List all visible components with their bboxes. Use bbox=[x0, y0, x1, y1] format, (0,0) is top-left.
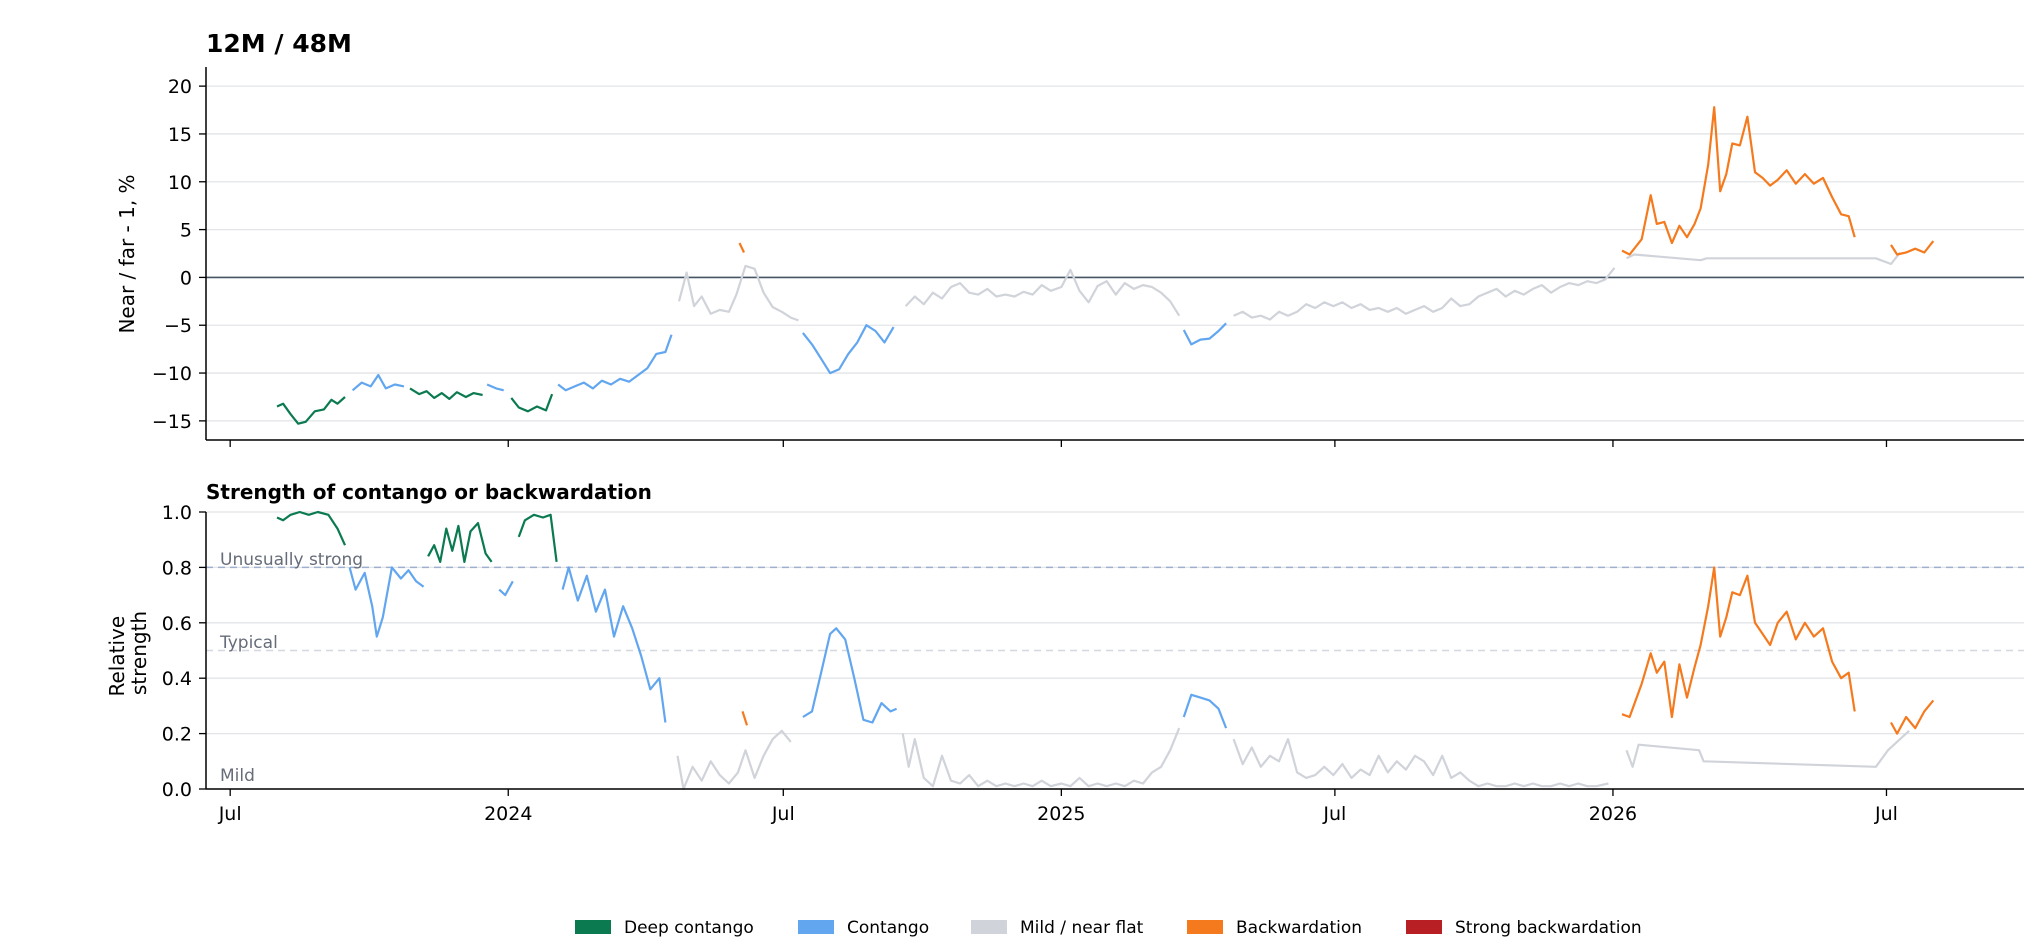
series-line-contango bbox=[498, 580, 514, 597]
series-line-deep-contango bbox=[409, 387, 483, 400]
series-line-backwardation bbox=[1621, 106, 1856, 256]
bottom-y-axis-label-line-1: Relative bbox=[105, 616, 129, 697]
bottom-y-ticks: 1.0 0.8 0.6 0.4 0.2 0.0 bbox=[162, 502, 206, 801]
y-tick-label: 0.6 bbox=[162, 613, 192, 635]
bottom-y-axis-label: Relative strength bbox=[105, 609, 151, 696]
legend-swatch-strong-backwardation bbox=[1406, 920, 1442, 934]
series-line-mild-near-flat bbox=[904, 268, 1181, 317]
x-tick-label: 2025 bbox=[1037, 803, 1085, 825]
y-tick-label: −10 bbox=[152, 363, 192, 385]
x-tick-label: 2026 bbox=[1589, 803, 1637, 825]
series-line-mild-near-flat bbox=[1625, 729, 1910, 768]
x-tick-label: 2024 bbox=[484, 803, 532, 825]
legend-label-contango: Contango bbox=[847, 918, 929, 938]
y-tick-label: 1.0 bbox=[162, 502, 192, 524]
y-tick-label: 5 bbox=[180, 220, 192, 242]
top-chart-title: 12M / 48M bbox=[206, 29, 352, 58]
series-line-mild-near-flat bbox=[901, 727, 1181, 788]
y-tick-label: 20 bbox=[168, 76, 192, 98]
legend-label-strong-backwardation: Strong backwardation bbox=[1455, 918, 1642, 938]
bottom-series-lines bbox=[276, 510, 1935, 791]
series-line-contango bbox=[1182, 693, 1228, 729]
bottom-x-ticks: Jul 2024 Jul 2025 Jul 2026 Jul bbox=[218, 789, 1898, 825]
annotation-mild: Mild bbox=[220, 766, 255, 786]
legend-label-mild-near-flat: Mild / near flat bbox=[1020, 918, 1144, 938]
x-tick-label: Jul bbox=[1874, 803, 1898, 825]
series-line-contango bbox=[802, 324, 895, 375]
bottom-y-axis-label-line-2: strength bbox=[127, 611, 151, 695]
series-line-mild-near-flat bbox=[1233, 267, 1616, 321]
y-tick-label: 0 bbox=[180, 267, 192, 289]
series-line-backwardation bbox=[1621, 566, 1856, 719]
price-spread-panel: 20 15 10 5 0 −10 −5 −15 12M / 48M Near / far - … bbox=[115, 29, 2024, 447]
series-line-deep-contango bbox=[427, 521, 493, 564]
legend: Deep contango Contango Mild / near flat … bbox=[575, 918, 1642, 938]
annotation-typical: Typical bbox=[219, 633, 278, 653]
series-line-contango bbox=[802, 627, 898, 724]
series-line-deep-contango bbox=[276, 510, 347, 546]
series-line-contango bbox=[486, 383, 504, 392]
y-tick-label: 0.8 bbox=[162, 557, 192, 579]
top-gridlines bbox=[206, 85, 2024, 422]
series-line-deep-contango bbox=[510, 393, 554, 413]
y-tick-label: 0.0 bbox=[162, 779, 192, 801]
series-line-backwardation bbox=[1890, 240, 1935, 256]
series-line-mild-near-flat bbox=[676, 729, 792, 791]
y-tick-label: 15 bbox=[168, 124, 192, 146]
series-line-contango bbox=[557, 334, 673, 392]
legend-label-backwardation: Backwardation bbox=[1236, 918, 1362, 938]
series-line-backwardation bbox=[741, 711, 749, 726]
top-series-lines bbox=[276, 106, 1935, 425]
legend-swatch-mild-near-flat bbox=[971, 920, 1007, 934]
top-x-ticks bbox=[229, 440, 1888, 447]
series-line-mild-near-flat bbox=[1626, 251, 1901, 266]
x-tick-label: Jul bbox=[1322, 803, 1346, 825]
series-line-contango bbox=[1182, 322, 1227, 346]
bottom-gridlines bbox=[206, 511, 2024, 790]
x-tick-label: Jul bbox=[218, 803, 242, 825]
y-tick-label: 0.4 bbox=[162, 668, 192, 690]
y-tick-label: −15 bbox=[152, 411, 192, 433]
x-tick-label: Jul bbox=[771, 803, 795, 825]
series-line-contango bbox=[351, 373, 405, 392]
series-line-backwardation bbox=[738, 242, 745, 253]
legend-swatch-contango bbox=[798, 920, 834, 934]
bottom-chart-title: Strength of contango or backwardation bbox=[206, 480, 652, 504]
top-y-ticks: 20 15 10 5 0 −10 −5 −15 bbox=[152, 76, 206, 433]
series-line-deep-contango bbox=[517, 513, 558, 563]
y-tick-label: −5 bbox=[164, 315, 192, 337]
series-line-contango bbox=[348, 566, 425, 638]
y-tick-label: 10 bbox=[168, 172, 192, 194]
strength-panel: 1.0 0.8 0.6 0.4 0.2 0.0 Jul 2024 Jul 2025 Jul 2026… bbox=[105, 480, 2024, 825]
series-line-mild-near-flat bbox=[677, 264, 799, 322]
top-y-axis-label: Near / far - 1, % bbox=[115, 174, 139, 333]
series-line-deep-contango bbox=[276, 396, 346, 425]
annotation-unusually-strong: Unusually strong bbox=[220, 550, 363, 570]
legend-label-deep-contango: Deep contango bbox=[624, 918, 754, 938]
series-line-mild-near-flat bbox=[1232, 737, 1609, 788]
series-line-contango bbox=[561, 566, 667, 723]
series-line-backwardation bbox=[1890, 699, 1935, 735]
legend-swatch-deep-contango bbox=[575, 920, 611, 934]
legend-swatch-backwardation bbox=[1187, 920, 1223, 934]
y-tick-label: 0.2 bbox=[162, 724, 192, 746]
